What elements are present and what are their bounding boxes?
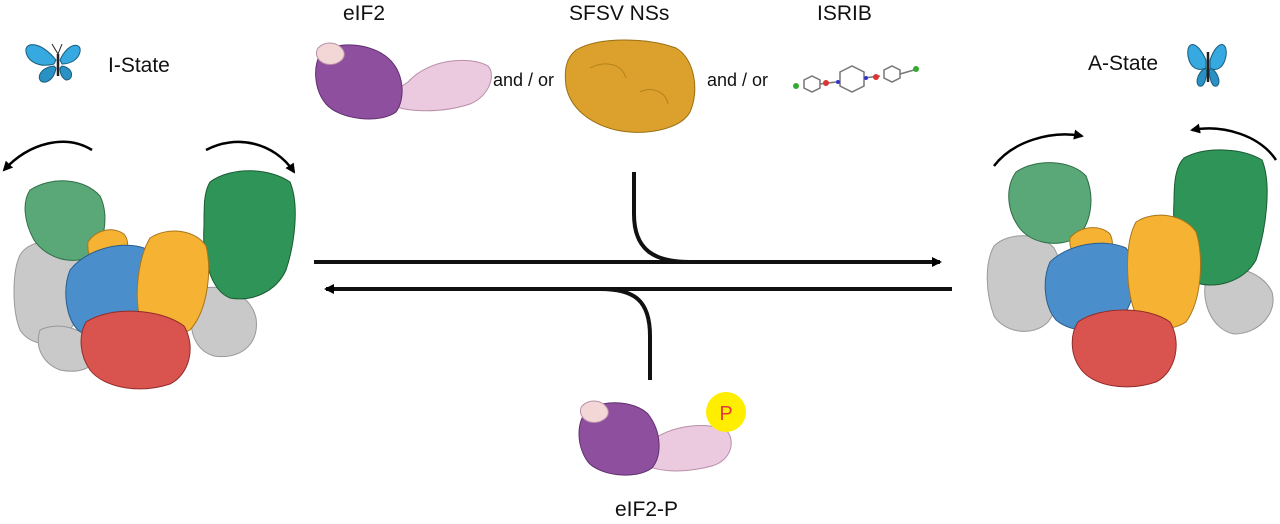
- a-state-complex: [986, 149, 1274, 388]
- isrib-molecule: [793, 65, 919, 93]
- and-or-connector-2: and / or: [707, 70, 769, 90]
- a-state-label: A-State: [1088, 52, 1159, 75]
- and-or-connector-1: and / or: [493, 70, 555, 90]
- i-state-rotation-arrow-right: [205, 140, 296, 174]
- butterfly-icon-left: [25, 43, 81, 83]
- sfsv-nss-structure: [564, 39, 696, 133]
- i-state-complex: [13, 170, 296, 390]
- eif2-p-structure: [578, 400, 732, 476]
- sfsv-nss-label: SFSV NSs: [569, 2, 670, 25]
- butterfly-icon-right: [1187, 44, 1227, 87]
- phospho-badge-text: P: [719, 403, 732, 425]
- ligand-binding-arc: [632, 172, 691, 264]
- eif2-p-label: eIF2-P: [615, 498, 679, 521]
- a-state-rotation-arrow-left: [993, 129, 1084, 167]
- phospho-binding-arc: [599, 287, 652, 380]
- phospho-badge: P: [706, 392, 746, 432]
- eif2-label: eIF2: [343, 2, 386, 25]
- i-state-label: I-State: [108, 54, 170, 77]
- eif2-structure: [315, 42, 492, 120]
- i-state-rotation-arrow-left: [2, 140, 93, 172]
- isrib-label: ISRIB: [817, 2, 872, 25]
- a-state-rotation-arrow-right: [1190, 123, 1278, 161]
